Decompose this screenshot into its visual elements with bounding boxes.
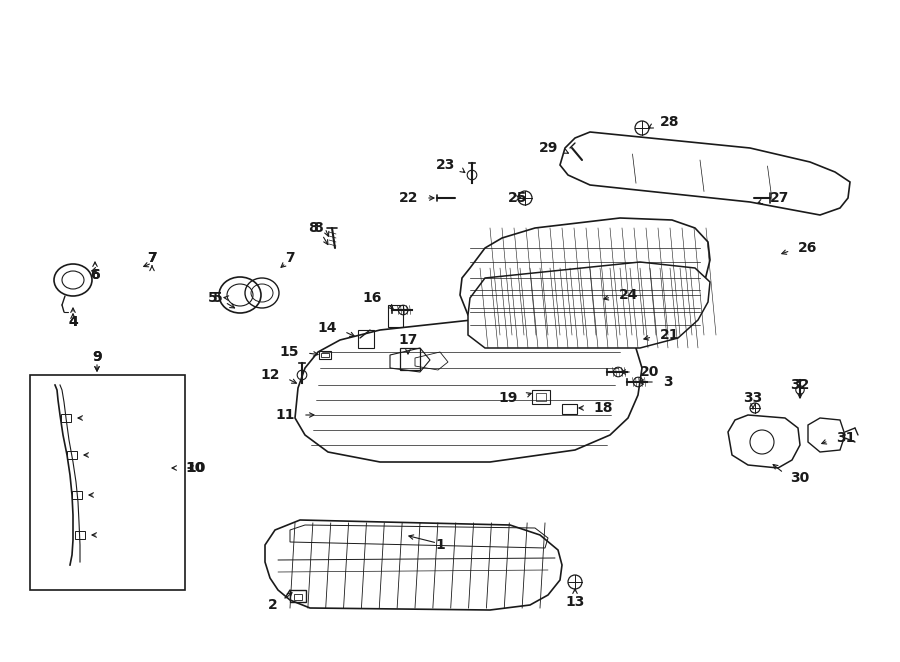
Text: 32: 32 xyxy=(790,378,810,392)
Bar xyxy=(72,491,82,499)
Text: 15: 15 xyxy=(280,345,299,359)
Bar xyxy=(562,404,577,414)
Bar xyxy=(61,414,71,422)
Bar xyxy=(532,390,550,404)
Text: 4: 4 xyxy=(68,315,78,329)
Text: 5: 5 xyxy=(208,291,218,305)
Text: 10: 10 xyxy=(186,461,206,475)
Text: 18: 18 xyxy=(593,401,613,415)
Text: 12: 12 xyxy=(260,368,280,382)
Polygon shape xyxy=(460,218,710,332)
Text: 27: 27 xyxy=(770,191,789,205)
Text: 22: 22 xyxy=(399,191,418,205)
Text: 11: 11 xyxy=(275,408,295,422)
Text: 13: 13 xyxy=(565,595,585,609)
Text: 24: 24 xyxy=(619,288,638,302)
Text: 9: 9 xyxy=(92,350,102,364)
Bar xyxy=(388,305,403,327)
Text: 33: 33 xyxy=(743,391,762,405)
Bar xyxy=(67,451,77,459)
Text: 7: 7 xyxy=(148,251,157,265)
Polygon shape xyxy=(295,318,642,462)
Text: 4: 4 xyxy=(68,315,78,329)
Text: 14: 14 xyxy=(318,321,337,335)
Bar xyxy=(75,531,85,539)
Text: 1: 1 xyxy=(436,538,445,552)
Text: 5: 5 xyxy=(213,291,223,305)
Text: 19: 19 xyxy=(499,391,518,405)
Text: 20: 20 xyxy=(640,365,660,379)
Polygon shape xyxy=(808,418,845,452)
Text: 30: 30 xyxy=(790,471,809,485)
Polygon shape xyxy=(265,520,562,610)
Text: 7: 7 xyxy=(285,251,295,265)
Bar xyxy=(319,351,331,359)
Text: 8: 8 xyxy=(313,221,323,235)
Bar xyxy=(30,375,185,590)
Bar xyxy=(321,353,329,357)
Text: 25: 25 xyxy=(508,191,527,205)
Text: 17: 17 xyxy=(399,333,418,347)
Text: 6: 6 xyxy=(90,268,100,282)
Text: 16: 16 xyxy=(363,291,382,305)
Bar xyxy=(294,594,302,600)
Text: 6: 6 xyxy=(90,268,100,282)
Text: 7: 7 xyxy=(148,251,157,265)
Polygon shape xyxy=(468,262,710,348)
Text: 26: 26 xyxy=(798,241,817,255)
Text: 3: 3 xyxy=(663,375,672,389)
Text: 21: 21 xyxy=(660,328,680,342)
Text: 29: 29 xyxy=(538,141,558,155)
Text: 10: 10 xyxy=(185,461,204,475)
Polygon shape xyxy=(560,132,850,215)
Bar xyxy=(400,348,420,370)
Polygon shape xyxy=(728,415,800,468)
Bar xyxy=(536,393,546,401)
Text: 31: 31 xyxy=(836,431,855,445)
Text: 9: 9 xyxy=(92,350,102,364)
Text: 28: 28 xyxy=(660,115,680,129)
Text: 23: 23 xyxy=(436,158,455,172)
Text: 8: 8 xyxy=(309,221,318,235)
Bar xyxy=(358,330,374,348)
Text: 2: 2 xyxy=(268,598,278,612)
Bar xyxy=(290,590,306,602)
